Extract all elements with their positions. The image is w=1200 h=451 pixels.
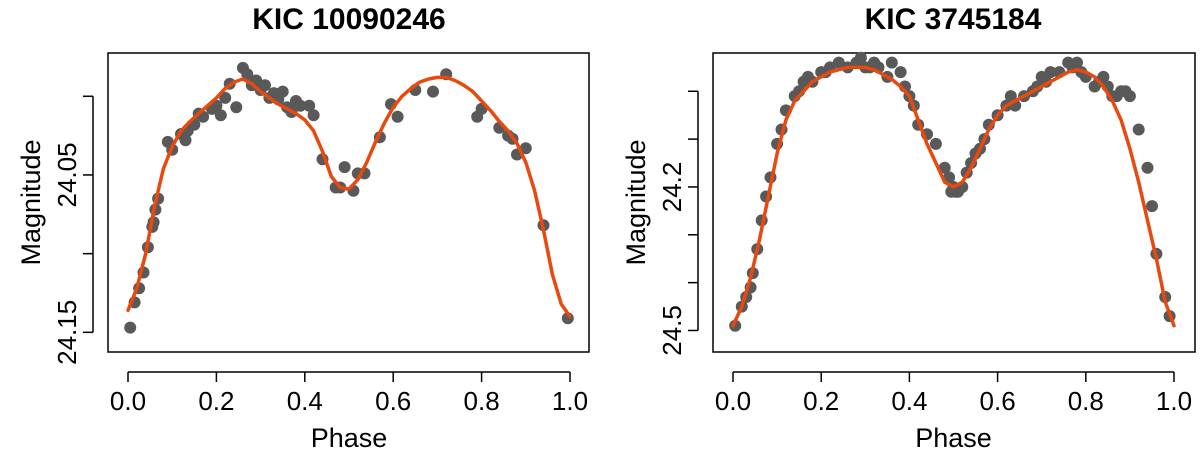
fit-curve-line — [126, 75, 572, 319]
data-point — [230, 101, 243, 114]
x-tick-label: 0.0 — [110, 386, 146, 416]
data-point — [1132, 123, 1145, 136]
data-point — [938, 161, 951, 174]
data-point — [885, 56, 898, 69]
x-tick-label: 1.0 — [1156, 386, 1192, 416]
chart-title: KIC 3745184 — [865, 3, 1042, 36]
data-point — [391, 110, 404, 123]
data-point — [894, 66, 907, 79]
data-point — [219, 91, 232, 104]
y-axis-label: Magnitude — [621, 139, 651, 265]
y-tick-label: 24.2 — [657, 162, 687, 213]
data-point — [259, 79, 271, 92]
data-point — [1004, 90, 1017, 103]
data-point — [307, 109, 320, 122]
x-tick-label: 0.2 — [803, 386, 839, 416]
data-point — [519, 142, 532, 155]
panel-kic-3745184: KIC 3745184 0.0 0.2 0.4 0.6 0.8 1.0 24.2 24.5 Pha… — [621, 3, 1196, 451]
chart-title: KIC 10090246 — [252, 3, 445, 36]
data-point — [276, 85, 289, 98]
data-point — [124, 321, 137, 334]
x-tick-label: 0.6 — [375, 386, 411, 416]
data-point — [1141, 161, 1154, 174]
data-point — [214, 109, 227, 122]
x-tick-label: 1.0 — [552, 386, 588, 416]
y-tick-label: 24.05 — [52, 142, 82, 207]
data-point — [1071, 56, 1083, 69]
y-tick-label: 24.5 — [657, 305, 687, 356]
fit-curve-line — [731, 65, 1176, 328]
data-point — [943, 171, 956, 184]
data-point — [338, 161, 351, 174]
data-point — [729, 319, 742, 332]
y-axis-label: Magnitude — [16, 139, 46, 265]
data-point — [294, 99, 307, 112]
x-axis-label: Phase — [915, 423, 992, 451]
x-tick-label: 0.8 — [1068, 386, 1104, 416]
data-point — [854, 51, 867, 64]
x-tick-label: 0.4 — [287, 386, 323, 416]
x-tick-label: 0.6 — [980, 386, 1016, 416]
x-tick-label: 0.2 — [198, 386, 234, 416]
x-axis-label: Phase — [311, 423, 388, 451]
data-point — [1044, 66, 1057, 79]
plot-frame — [712, 52, 1196, 353]
data-point — [1123, 90, 1136, 103]
data-point — [929, 137, 942, 150]
x-tick-label: 0.8 — [464, 386, 500, 416]
data-point — [832, 56, 845, 69]
data-point — [241, 68, 254, 81]
x-tick-label: 0.4 — [891, 386, 927, 416]
data-point — [1097, 70, 1110, 83]
data-point — [303, 99, 316, 112]
plot-frame — [107, 52, 590, 353]
panel-kic-10090246: KIC 10090246 0.0 0.2 0.4 0.6 0.8 1.0 24.05 24.15… — [16, 3, 590, 451]
x-tick-label: 0.0 — [715, 386, 751, 416]
data-point — [427, 85, 439, 98]
data-point — [179, 134, 192, 147]
data-point — [1146, 200, 1158, 213]
y-tick-label: 24.15 — [52, 300, 82, 365]
